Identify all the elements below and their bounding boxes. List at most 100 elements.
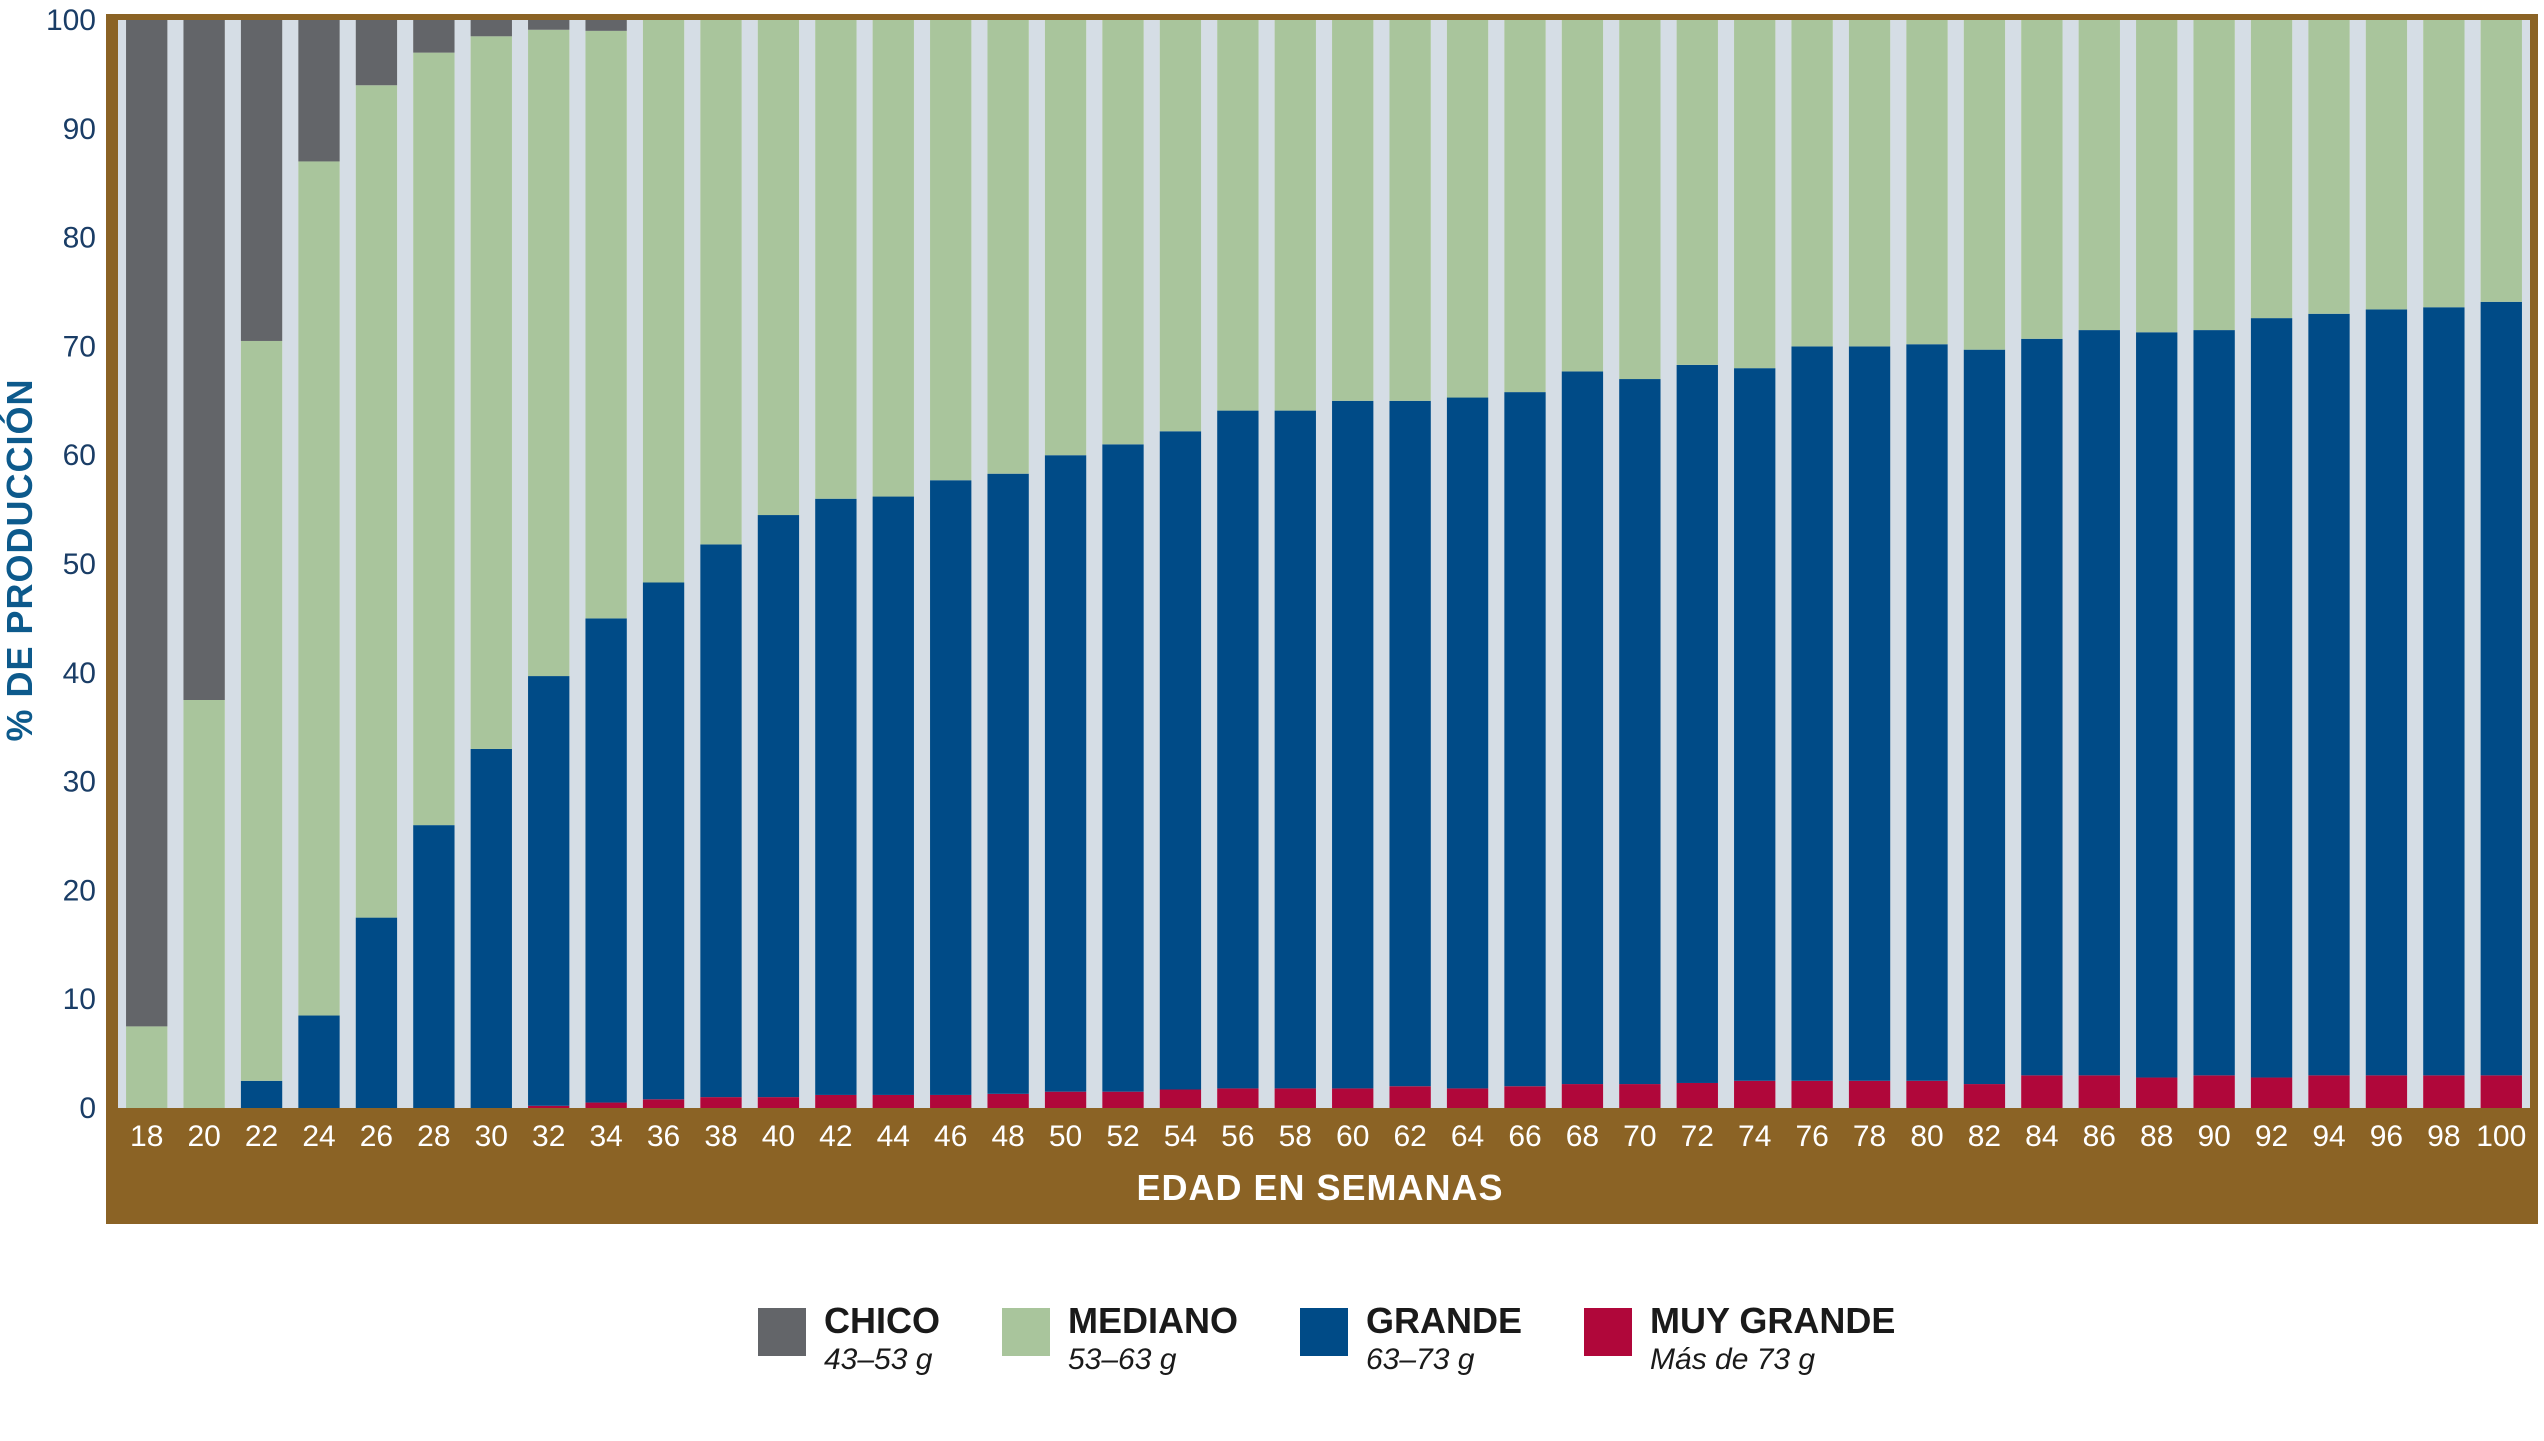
bar-mediano-38 — [700, 20, 742, 545]
x-tick-label: 88 — [2140, 1120, 2173, 1153]
x-tick-label: 46 — [934, 1120, 967, 1153]
y-tick-label: 70 — [63, 330, 96, 363]
bar-grande-72 — [1676, 364, 1718, 1083]
bar-grande-56 — [1217, 410, 1259, 1089]
x-tick-label: 94 — [2312, 1120, 2345, 1153]
bar-mediano-42 — [815, 20, 857, 499]
bar-mediano-56 — [1217, 20, 1259, 411]
x-tick-label: 84 — [2025, 1120, 2058, 1153]
bar-chico-26 — [355, 20, 398, 86]
bar-stack-28 — [413, 20, 455, 1108]
bar-grande-66 — [1504, 392, 1546, 1087]
x-tick-label: 82 — [1968, 1120, 2001, 1153]
bar-grande-74 — [1734, 368, 1776, 1081]
x-tick-label: 72 — [1681, 1120, 1714, 1153]
bar-grande-28 — [413, 825, 455, 1108]
legend-range: 63–73 g — [1366, 1343, 1475, 1376]
bar-muy-grande-98 — [2423, 1075, 2465, 1108]
bar-grande-32 — [528, 676, 570, 1106]
bar-muy-grande-52 — [1102, 1091, 1144, 1108]
bar-mediano-28 — [413, 52, 455, 826]
x-tick-label: 58 — [1279, 1120, 1312, 1153]
bar-mediano-58 — [1274, 20, 1316, 411]
bar-muy-grande-96 — [2365, 1075, 2408, 1108]
bar-stack-18 — [126, 20, 168, 1108]
bar-grande-90 — [2193, 330, 2235, 1076]
bar-mediano-94 — [2308, 20, 2350, 314]
bar-mediano-92 — [2250, 20, 2293, 319]
bar-muy-grande-80 — [1906, 1080, 1948, 1108]
bar-stack-48 — [987, 20, 1029, 1108]
legend-text: MEDIANO 53–63 g — [1068, 1300, 1238, 1378]
bar-stack-88 — [2136, 20, 2178, 1108]
bar-grande-36 — [642, 582, 685, 1100]
bar-grande-78 — [1848, 346, 1891, 1081]
bar-grande-30 — [470, 748, 512, 1108]
legend-text: GRANDE 63–73 g — [1366, 1300, 1522, 1378]
x-tick-label: 56 — [1221, 1120, 1254, 1153]
bar-mediano-48 — [987, 20, 1029, 474]
x-axis-label: EDAD EN SEMANAS — [1136, 1167, 1503, 1208]
bar-grande-86 — [2078, 330, 2120, 1076]
bar-mediano-96 — [2365, 20, 2408, 310]
x-tick-label: 78 — [1853, 1120, 1886, 1153]
bar-muy-grande-62 — [1389, 1086, 1431, 1108]
x-tick-label: 100 — [2476, 1120, 2526, 1153]
y-tick-label: 60 — [63, 439, 96, 472]
bar-chico-22 — [240, 20, 283, 341]
bar-muy-grande-56 — [1217, 1088, 1259, 1108]
bar-grande-54 — [1159, 431, 1202, 1090]
y-axis-label-group: % DE PRODUCCIÓN — [0, 378, 40, 741]
x-tick-label: 68 — [1566, 1120, 1599, 1153]
bar-grande-96 — [2365, 309, 2408, 1076]
bar-mediano-74 — [1734, 20, 1776, 369]
bar-muy-grande-64 — [1446, 1088, 1489, 1108]
bar-grande-68 — [1561, 371, 1604, 1085]
x-tick-label: 54 — [1164, 1120, 1197, 1153]
bar-muy-grande-44 — [872, 1094, 914, 1108]
bar-mediano-40 — [757, 20, 800, 516]
bar-stack-66 — [1504, 20, 1546, 1108]
bar-mediano-98 — [2423, 20, 2465, 308]
bar-stack-98 — [2423, 20, 2465, 1108]
bar-grande-44 — [872, 496, 914, 1095]
bar-mediano-78 — [1848, 20, 1891, 347]
x-tick-label: 70 — [1623, 1120, 1656, 1153]
bar-mediano-72 — [1676, 20, 1718, 365]
x-tick-label: 92 — [2255, 1120, 2288, 1153]
bar-mediano-18 — [126, 1026, 168, 1108]
bar-muy-grande-68 — [1561, 1084, 1604, 1108]
bar-mediano-88 — [2136, 20, 2178, 333]
bar-stack-52 — [1102, 20, 1144, 1108]
bar-chico-18 — [126, 20, 168, 1027]
bar-stack-58 — [1274, 20, 1316, 1108]
bars-group — [126, 20, 2522, 1108]
bar-mediano-44 — [872, 20, 914, 497]
bar-mediano-34 — [585, 30, 627, 619]
bar-chico-24 — [298, 20, 340, 162]
bar-mediano-68 — [1561, 20, 1604, 372]
bar-muy-grande-36 — [642, 1099, 685, 1108]
bar-stack-44 — [872, 20, 914, 1108]
bar-stack-80 — [1906, 20, 1948, 1108]
bar-mediano-86 — [2078, 20, 2120, 331]
bar-mediano-64 — [1446, 20, 1489, 398]
bar-muy-grande-60 — [1332, 1088, 1374, 1108]
bar-mediano-36 — [642, 20, 685, 583]
bar-muy-grande-50 — [1044, 1091, 1087, 1108]
bar-stack-26 — [355, 20, 398, 1108]
bar-mediano-66 — [1504, 20, 1546, 393]
bar-muy-grande-70 — [1619, 1084, 1661, 1108]
legend-swatch — [758, 1308, 806, 1356]
bar-stack-74 — [1734, 20, 1776, 1108]
y-tick-labels: 0 10 20 30 40 50 60 70 80 90 100 — [46, 4, 96, 1125]
y-tick-label: 20 — [63, 874, 96, 907]
bar-muy-grande-58 — [1274, 1088, 1316, 1108]
x-tick-label: 42 — [819, 1120, 852, 1153]
bar-stack-78 — [1848, 20, 1891, 1108]
bar-grande-84 — [2021, 338, 2063, 1076]
bar-grande-76 — [1791, 346, 1833, 1081]
bar-grande-42 — [815, 498, 857, 1095]
bar-stack-24 — [298, 20, 340, 1108]
bar-grande-50 — [1044, 455, 1087, 1092]
